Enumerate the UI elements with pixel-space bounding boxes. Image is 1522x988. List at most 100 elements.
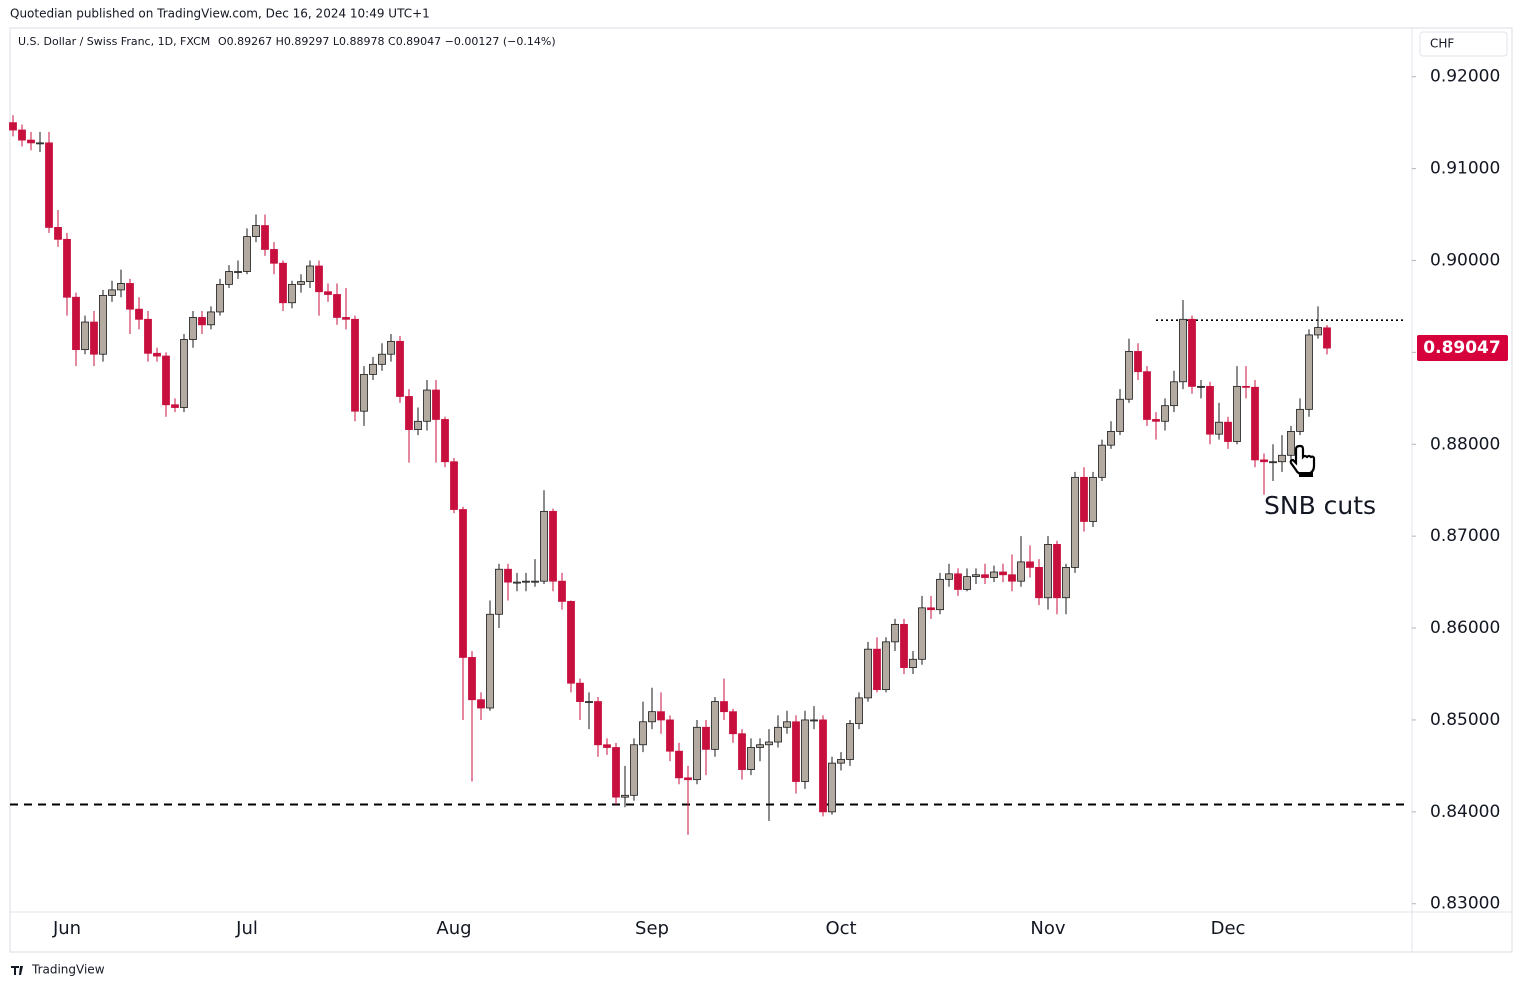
candle-body xyxy=(450,461,458,510)
y-tick-label: 0.84000 xyxy=(1430,802,1500,822)
candle-body xyxy=(1080,476,1088,522)
candle-body xyxy=(324,291,332,295)
candle-body xyxy=(36,142,44,145)
candle-body xyxy=(180,339,188,408)
candle-body xyxy=(720,701,728,713)
candle-body xyxy=(1008,574,1016,582)
candle-body xyxy=(477,699,485,709)
candle-body xyxy=(864,648,872,699)
price-tag xyxy=(1417,335,1508,362)
y-tick-label: 0.91000 xyxy=(1430,159,1500,179)
candle-body xyxy=(9,122,17,131)
candle-body xyxy=(1179,318,1187,383)
y-tick-label: 0.85000 xyxy=(1430,710,1500,730)
candle-body xyxy=(819,719,827,813)
candle-body xyxy=(945,573,953,580)
candle-body xyxy=(27,139,35,144)
candle-body xyxy=(828,762,836,813)
candle-body xyxy=(63,238,71,298)
candle-body xyxy=(711,701,719,750)
candle-body xyxy=(1125,351,1133,400)
candle-body xyxy=(378,353,386,365)
candle-body xyxy=(927,607,935,611)
candle-body xyxy=(558,580,566,602)
y-tick-label: 0.87000 xyxy=(1430,526,1500,546)
candle-body xyxy=(576,682,584,702)
candle-body xyxy=(747,747,755,770)
candle-body xyxy=(693,726,701,781)
candle-body xyxy=(1278,454,1286,463)
candle-body xyxy=(99,295,107,355)
candle-body xyxy=(1260,459,1268,463)
candle-body xyxy=(1323,327,1331,349)
candle-body xyxy=(549,510,557,582)
candle-body xyxy=(468,657,476,701)
currency-box[interactable] xyxy=(1419,31,1508,57)
candle-body xyxy=(585,701,593,703)
candle-body xyxy=(666,719,674,752)
candle-body xyxy=(855,697,863,725)
candle-body xyxy=(108,289,116,296)
candle-body xyxy=(873,648,881,691)
frame xyxy=(9,27,1513,953)
candle-body xyxy=(504,568,512,583)
candle-body xyxy=(216,283,224,313)
candle-body xyxy=(288,283,296,304)
candle-body xyxy=(423,389,431,422)
candle-body xyxy=(540,510,548,582)
candle-body xyxy=(657,711,665,721)
candle-body xyxy=(1251,386,1259,461)
candle-body xyxy=(765,741,773,746)
candle-body xyxy=(1134,351,1142,373)
candle-body xyxy=(297,281,305,285)
candle-body xyxy=(909,658,917,668)
candle-body xyxy=(729,711,737,735)
candle-body xyxy=(1224,421,1232,442)
candle-body xyxy=(333,294,341,318)
ohlc-legend: O0.89267 H0.89297 L0.88978 C0.89047 −0.0… xyxy=(218,35,556,48)
candle-body xyxy=(459,509,467,658)
candle-body xyxy=(639,721,647,746)
candle-body xyxy=(963,576,971,590)
candle-body xyxy=(81,321,89,351)
candle-body xyxy=(999,571,1007,576)
candle-body xyxy=(405,396,413,430)
annotation: SNB cuts xyxy=(1264,491,1376,520)
candle-body xyxy=(648,711,656,723)
candle-body xyxy=(1296,408,1304,432)
y-tick-label: 0.86000 xyxy=(1430,618,1500,638)
candle-body xyxy=(117,283,125,291)
candle-body xyxy=(189,317,197,340)
candle-body xyxy=(1170,381,1178,407)
candle-body xyxy=(1071,476,1079,568)
candle-body xyxy=(684,777,692,781)
x-tick-label: Dec xyxy=(1211,918,1246,939)
candle-body xyxy=(531,580,539,583)
candle-body xyxy=(270,249,278,264)
x-tick-label: Sep xyxy=(635,918,669,939)
publisher: Quotedian published on TradingView.com, … xyxy=(10,7,430,21)
pointer-icon xyxy=(1289,444,1316,477)
candle-body xyxy=(207,311,215,326)
candle-body xyxy=(1314,327,1322,336)
candle-body xyxy=(675,750,683,779)
currency: CHF xyxy=(1430,37,1454,51)
y-tick-label: 0.92000 xyxy=(1430,67,1500,87)
candle-body xyxy=(243,236,251,272)
candle-body xyxy=(567,601,575,684)
candle-body xyxy=(1287,431,1295,456)
candle-body xyxy=(198,317,206,326)
candle-body xyxy=(936,578,944,611)
candle-body xyxy=(441,419,449,463)
candle-body xyxy=(630,744,638,796)
candle-body xyxy=(1026,561,1034,568)
candle-body xyxy=(801,719,809,782)
candle-body xyxy=(990,571,998,578)
candle-body xyxy=(783,721,791,728)
candle-body xyxy=(1305,334,1313,410)
candle-body xyxy=(1242,385,1250,388)
candle-body xyxy=(837,759,845,764)
candle-body xyxy=(810,719,818,722)
candle-body xyxy=(18,129,26,141)
candle-body xyxy=(432,389,440,420)
